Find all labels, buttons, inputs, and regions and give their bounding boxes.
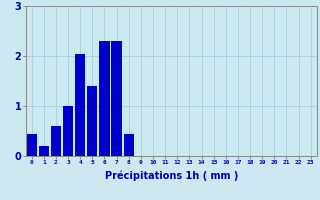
Bar bbox=[111, 41, 122, 156]
X-axis label: Précipitations 1h ( mm ): Précipitations 1h ( mm ) bbox=[105, 171, 238, 181]
Bar bbox=[124, 134, 134, 156]
Bar bbox=[75, 54, 85, 156]
Bar bbox=[99, 41, 110, 156]
Bar bbox=[63, 106, 73, 156]
Bar bbox=[87, 86, 98, 156]
Bar bbox=[39, 146, 49, 156]
Bar bbox=[27, 134, 37, 156]
Bar bbox=[51, 126, 61, 156]
